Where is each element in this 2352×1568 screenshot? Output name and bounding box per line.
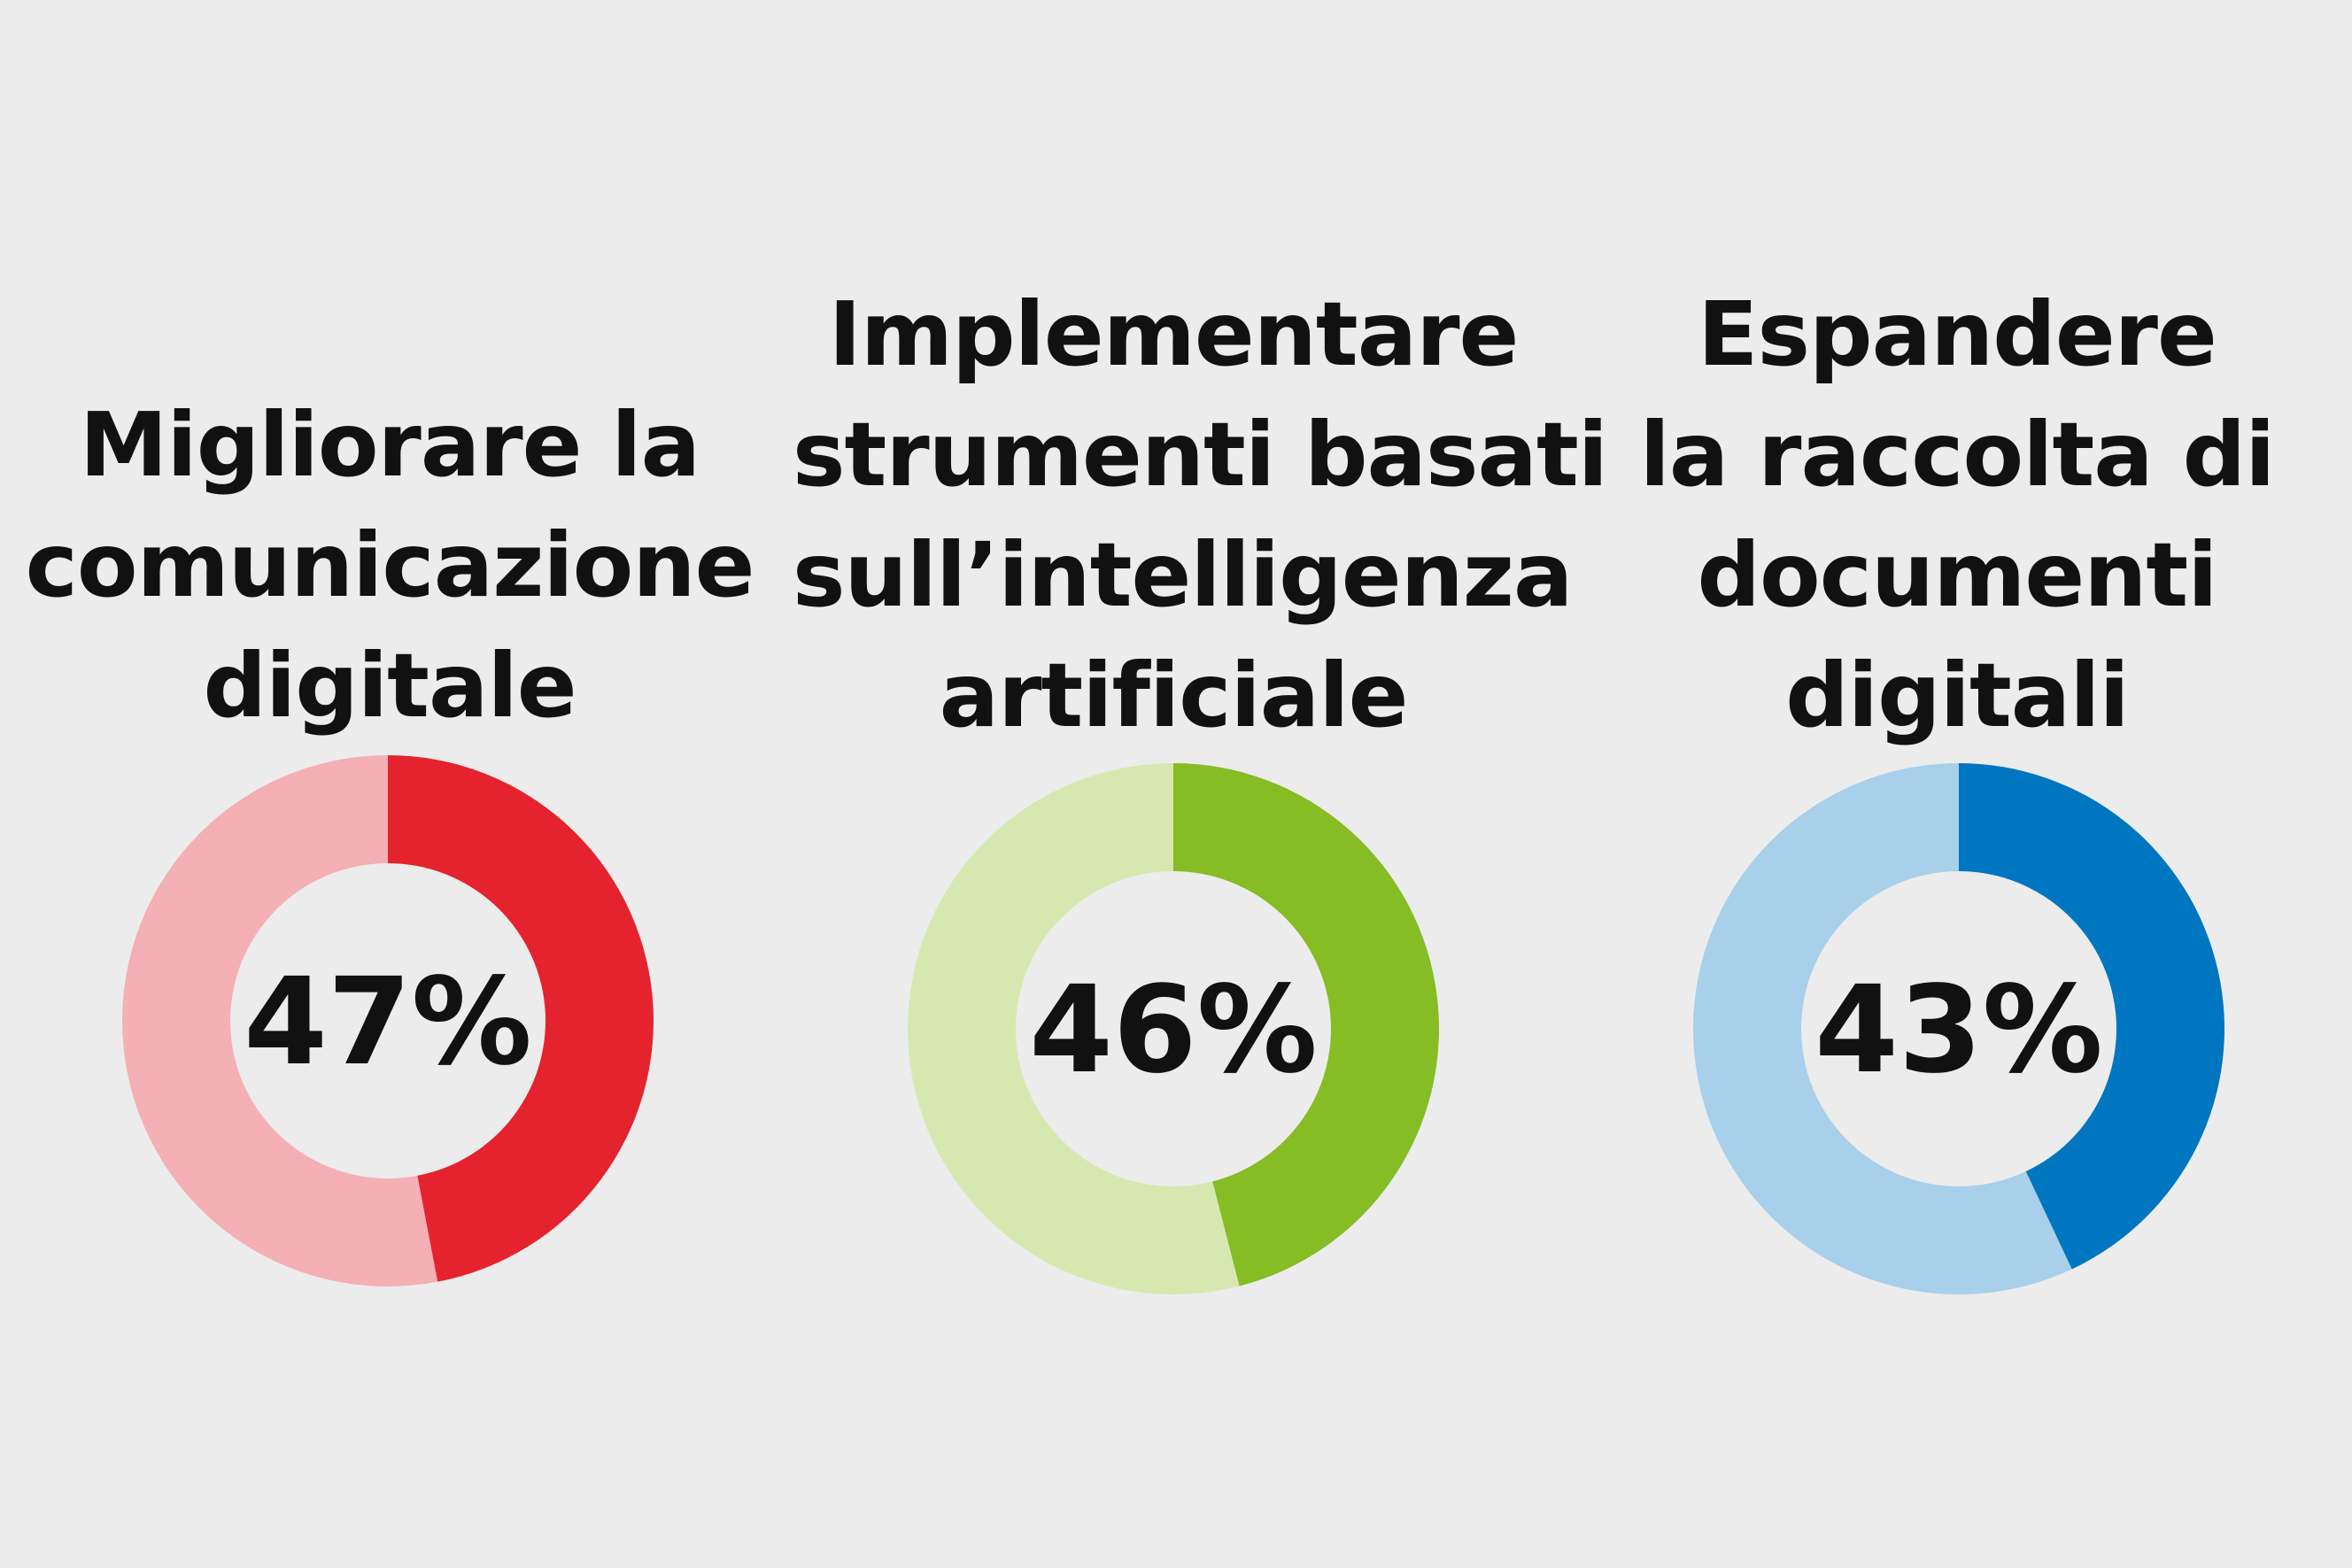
donut-percent-label: 47% [244,953,532,1093]
chart-3-title-line: la raccolta di [1639,403,2276,506]
chart-3-title-line: documenti [1697,523,2217,627]
donut-value-slice [1959,762,2225,1270]
chart-2-title-line: Implementare [828,282,1520,386]
donut-value-slice [388,755,654,1282]
chart-3-title: Espandere la raccolta di documenti digit… [1576,274,2338,756]
chart-2-title-line: artificiale [939,644,1409,747]
chart-2-title-line: strumenti basati [793,403,1608,506]
donut-remainder-slice [121,755,438,1286]
donut-chart-1: 47% [121,755,654,1286]
donut-remainder-slice [907,763,1240,1295]
donut-value-slice [1173,763,1439,1286]
chart-3-title-line: digitali [1785,644,2130,747]
donut-remainder-slice [1693,763,2072,1294]
chart-1-title: Migliorare la comunicazione digitale [9,385,770,746]
donut-percent-label: 46% [1029,961,1318,1101]
chart-2-title-line: sull’intelligenza [793,523,1573,627]
donut-chart-3: 43% [1693,762,2225,1294]
donut-percent-label: 43% [1814,961,2103,1101]
chart-1-title-line: digitale [203,634,576,738]
chart-1-title-line: Migliorare la [79,393,700,497]
chart-2-title: Implementare strumenti basati sull’intel… [793,274,1608,756]
chart-3-title-line: Espandere [1698,282,2217,386]
donut-chart-2: 46% [907,763,1439,1295]
chart-1-title-line: comunicazione [25,514,755,617]
